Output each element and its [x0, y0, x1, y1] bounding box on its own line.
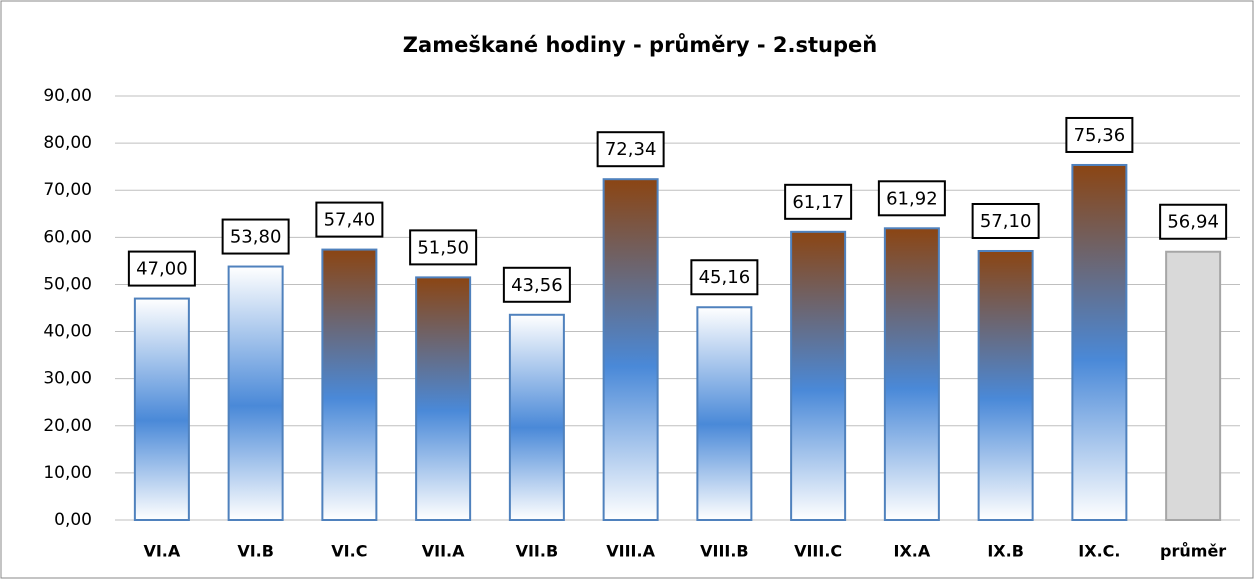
y-tick-label: 90,00 [43, 86, 92, 106]
bar [227, 265, 284, 522]
value-label: 47,00 [136, 259, 188, 280]
y-tick-label: 60,00 [43, 227, 92, 247]
value-label-box [1065, 116, 1134, 153]
value-label: 57,10 [980, 211, 1032, 232]
bar [321, 248, 378, 522]
bar [883, 227, 940, 521]
bar [1071, 163, 1128, 521]
bar [977, 249, 1034, 522]
value-label-box [221, 218, 290, 255]
x-tick-label: VI.B [237, 542, 274, 561]
x-tick-label: VII.B [516, 542, 559, 561]
y-tick-label: 40,00 [43, 322, 92, 342]
value-label-box [690, 259, 759, 296]
value-label-box [971, 202, 1040, 239]
x-tick-label: IX.B [987, 542, 1024, 561]
x-tick-label: VI.A [143, 542, 180, 561]
bar [602, 178, 659, 522]
value-label-box [409, 229, 478, 266]
value-label: 51,50 [417, 237, 469, 258]
bar [790, 230, 847, 522]
y-tick-label: 50,00 [43, 274, 92, 294]
value-label-box [877, 180, 946, 217]
value-label-box [784, 183, 853, 220]
value-label-box [315, 201, 384, 238]
x-tick-label: VIII.C [794, 542, 842, 561]
chart-title: Zameškané hodiny - průměry - 2.stupeň [403, 33, 877, 57]
value-label: 53,80 [230, 227, 282, 248]
bar [696, 306, 753, 521]
value-label: 72,34 [605, 139, 657, 160]
x-tick-label: VII.A [422, 542, 465, 561]
value-label: 57,40 [324, 210, 376, 231]
y-tick-label: 10,00 [43, 463, 92, 483]
x-tick-label: IX.C. [1078, 542, 1120, 561]
bar [133, 297, 190, 522]
value-label-box [1159, 203, 1228, 240]
y-tick-label: 70,00 [43, 180, 92, 200]
x-tick-label: VIII.B [700, 542, 749, 561]
bar [1165, 250, 1222, 521]
bar [415, 276, 472, 521]
value-label-box [502, 266, 571, 303]
value-label-box [127, 250, 196, 287]
value-label: 61,17 [792, 192, 844, 213]
y-tick-label: 80,00 [43, 133, 92, 153]
value-label: 61,92 [886, 188, 938, 209]
value-label-box [596, 131, 665, 168]
x-tick-label: VI.C [331, 542, 367, 561]
bar [508, 313, 565, 521]
x-tick-label: IX.A [894, 542, 931, 561]
y-tick-label: 0,00 [54, 510, 92, 530]
value-label: 43,56 [511, 275, 563, 296]
value-label: 45,16 [699, 267, 751, 288]
x-tick-label: průměr [1160, 542, 1226, 561]
value-label: 56,94 [1167, 212, 1219, 233]
y-tick-label: 20,00 [43, 416, 92, 436]
x-tick-label: VIII.A [606, 542, 655, 561]
value-label: 75,36 [1074, 125, 1126, 146]
y-tick-label: 30,00 [43, 369, 92, 389]
